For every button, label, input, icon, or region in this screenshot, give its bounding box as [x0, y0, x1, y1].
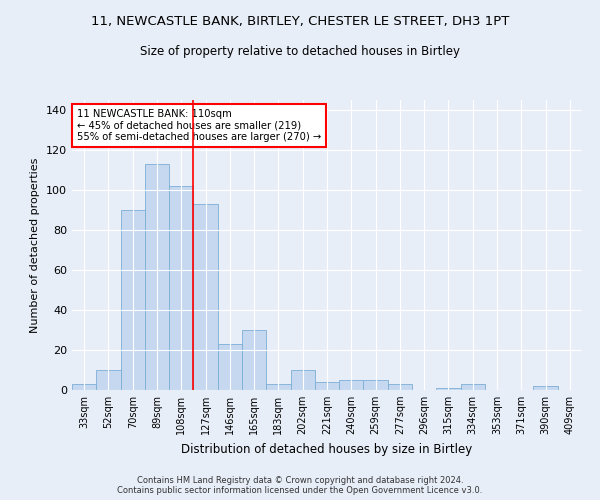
Text: Size of property relative to detached houses in Birtley: Size of property relative to detached ho… — [140, 45, 460, 58]
Bar — [145, 164, 169, 390]
Bar — [388, 384, 412, 390]
Text: 11, NEWCASTLE BANK, BIRTLEY, CHESTER LE STREET, DH3 1PT: 11, NEWCASTLE BANK, BIRTLEY, CHESTER LE … — [91, 15, 509, 28]
Bar — [436, 388, 461, 390]
Bar — [364, 380, 388, 390]
Text: 11 NEWCASTLE BANK: 110sqm
← 45% of detached houses are smaller (219)
55% of semi: 11 NEWCASTLE BANK: 110sqm ← 45% of detac… — [77, 108, 322, 142]
Bar — [242, 330, 266, 390]
Bar — [218, 344, 242, 390]
Bar — [266, 384, 290, 390]
Text: Contains HM Land Registry data © Crown copyright and database right 2024.
Contai: Contains HM Land Registry data © Crown c… — [118, 476, 482, 495]
Bar — [121, 210, 145, 390]
Y-axis label: Number of detached properties: Number of detached properties — [31, 158, 40, 332]
Bar — [193, 204, 218, 390]
Bar — [533, 386, 558, 390]
Bar — [461, 384, 485, 390]
Bar — [315, 382, 339, 390]
Bar — [290, 370, 315, 390]
Bar — [72, 384, 96, 390]
X-axis label: Distribution of detached houses by size in Birtley: Distribution of detached houses by size … — [181, 442, 473, 456]
Bar — [169, 186, 193, 390]
Bar — [96, 370, 121, 390]
Bar — [339, 380, 364, 390]
